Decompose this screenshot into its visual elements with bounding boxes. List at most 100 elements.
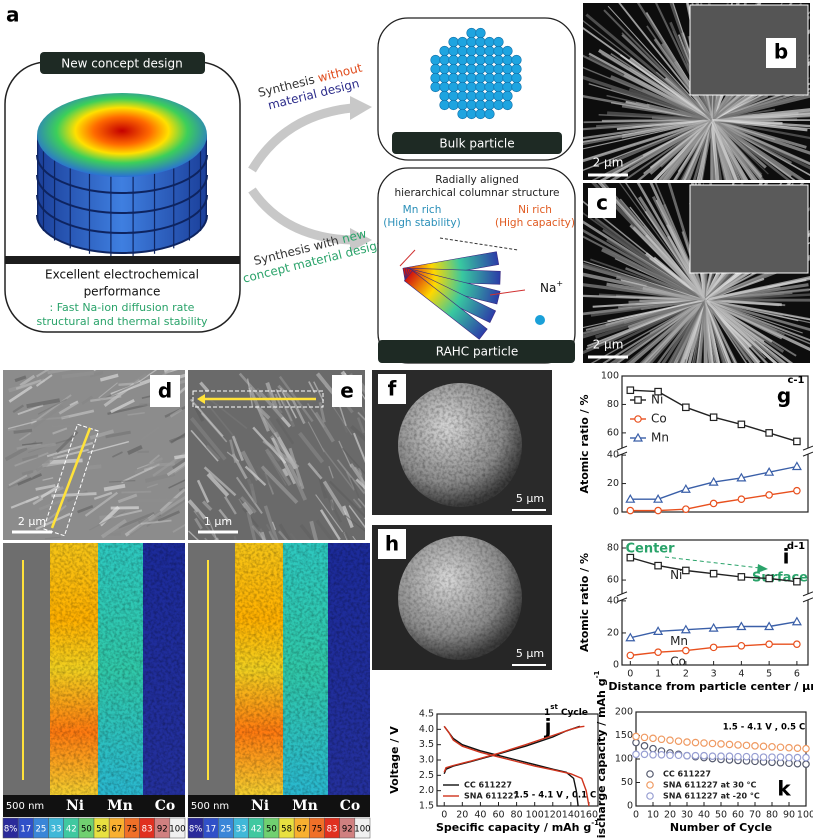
cylinder-seam <box>36 154 208 194</box>
streak <box>118 381 145 387</box>
marker <box>626 553 635 562</box>
ball <box>466 108 477 120</box>
marker <box>632 738 640 747</box>
marker <box>666 751 674 760</box>
fan <box>402 251 501 340</box>
streak <box>100 381 141 401</box>
colorbar-cell <box>169 817 186 839</box>
cylinder-seam <box>36 174 208 214</box>
marker <box>657 735 666 744</box>
streak <box>81 395 94 405</box>
marker <box>737 495 746 504</box>
streak <box>698 299 706 363</box>
y-tick-label: 1.5 <box>419 801 434 812</box>
streak <box>619 183 706 301</box>
streak <box>659 119 713 180</box>
streak <box>262 416 278 437</box>
streak <box>51 424 92 428</box>
marker <box>682 403 690 412</box>
streak <box>51 492 97 498</box>
mn-rich: (High stability) <box>383 217 460 229</box>
marker <box>751 742 759 750</box>
streak <box>606 282 706 302</box>
texture <box>188 370 365 540</box>
streak <box>86 464 102 470</box>
marker <box>734 752 742 761</box>
x-tick-label: 0 <box>633 810 639 821</box>
streak <box>607 111 713 122</box>
plot-frame <box>621 375 809 513</box>
streak <box>278 530 289 540</box>
ball <box>484 36 495 48</box>
axis-break <box>803 593 813 600</box>
streak <box>175 373 185 380</box>
ball <box>502 54 513 66</box>
marker <box>626 386 635 395</box>
x-tick-label: 90 <box>783 810 795 821</box>
streak <box>329 480 365 518</box>
streak <box>704 293 810 302</box>
eds-noise <box>328 543 370 795</box>
streak <box>262 439 300 469</box>
ball <box>439 63 450 75</box>
axis-break-mark <box>802 445 813 451</box>
streak <box>112 451 123 458</box>
streak <box>207 397 248 430</box>
y-tick-label: 20 <box>607 478 619 489</box>
streak <box>583 67 713 121</box>
rahc-title: hierarchical columnar structure <box>394 187 559 199</box>
colorbar-label: 8% <box>4 825 18 835</box>
panel-label: k <box>777 777 791 801</box>
x-axis-label-part: Specific capacity / mAh g <box>436 821 591 834</box>
streak <box>231 435 244 462</box>
element-label: Mn <box>292 798 318 814</box>
cylinder-seam <box>36 214 208 254</box>
ball <box>448 63 459 75</box>
streak <box>355 478 365 490</box>
marker <box>793 759 802 768</box>
streak <box>710 119 720 180</box>
marker <box>725 752 734 760</box>
marker <box>793 577 801 586</box>
streak <box>127 444 143 455</box>
ball <box>457 72 468 84</box>
streak <box>205 444 221 461</box>
colorbar-cell <box>354 817 371 839</box>
legend-label: SNA 611227 <box>464 792 519 801</box>
sphere-texture <box>398 536 522 660</box>
marker <box>626 506 635 515</box>
streak <box>42 477 54 481</box>
streak <box>338 440 352 468</box>
streak <box>90 395 122 403</box>
streak <box>208 519 218 540</box>
marker <box>765 429 773 437</box>
ball <box>448 54 459 66</box>
streak <box>152 451 185 477</box>
y-tick-label: 150 <box>615 730 633 741</box>
streak <box>93 370 97 372</box>
streak <box>16 442 42 450</box>
element-label: Co <box>155 798 175 814</box>
mn-rich: Mn rich <box>403 204 442 216</box>
streak <box>683 119 713 180</box>
streak <box>314 411 335 443</box>
streak <box>583 118 713 140</box>
column <box>403 270 488 340</box>
streak <box>315 494 344 533</box>
marker <box>765 491 773 499</box>
x-tick-label: 80 <box>511 810 523 821</box>
marker <box>709 643 718 652</box>
streak <box>246 511 257 540</box>
y-tick-label: 40 <box>607 450 619 461</box>
streak <box>17 473 43 486</box>
colorbar-label: 17 <box>20 825 31 835</box>
rahc-text: RAHC particle <box>436 345 519 359</box>
streak <box>704 298 810 321</box>
legend-marker <box>632 432 644 442</box>
cylinder-top <box>37 93 207 177</box>
legend-marker <box>646 792 654 800</box>
ball <box>430 81 441 93</box>
streak <box>590 298 706 317</box>
ball <box>511 54 522 66</box>
